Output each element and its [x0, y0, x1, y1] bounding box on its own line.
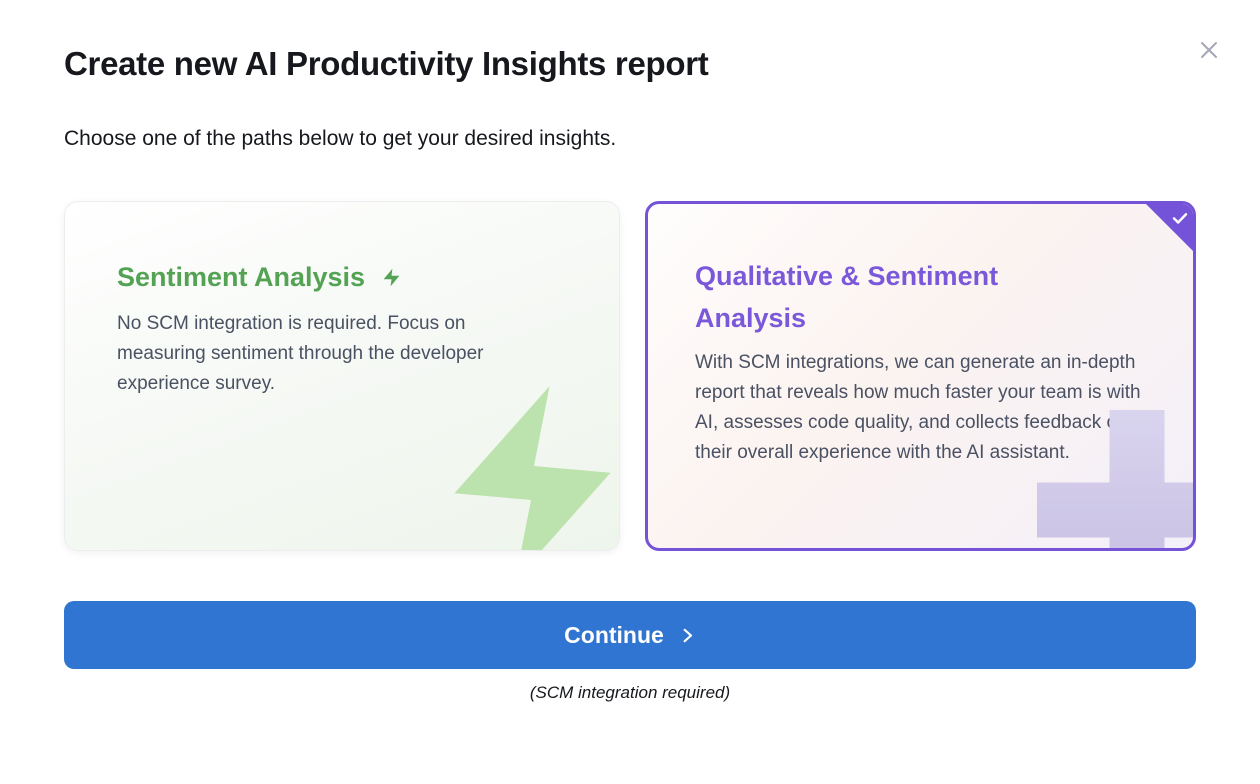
option-card-qualitative-sentiment-analysis[interactable]: Qualitative & Sentiment Analysis With SC…: [645, 201, 1196, 551]
page-title: Create new AI Productivity Insights repo…: [64, 45, 709, 82]
chevron-right-icon: [679, 627, 696, 644]
option-cards: Sentiment Analysis No SCM integration is…: [64, 201, 1196, 551]
close-button[interactable]: [1196, 37, 1222, 63]
option-title: Sentiment Analysis: [117, 256, 547, 300]
continue-button[interactable]: Continue: [64, 601, 1196, 669]
close-icon: [1197, 38, 1221, 62]
option-description: No SCM integration is required. Focus on…: [117, 313, 484, 394]
option-description: With SCM integrations, we can generate a…: [695, 352, 1141, 463]
check-icon: [1172, 213, 1188, 224]
continue-button-label: Continue: [564, 621, 664, 648]
selected-check-badge: [1145, 204, 1193, 252]
modal-subtitle: Choose one of the paths below to get you…: [64, 127, 617, 150]
option-card-sentiment-analysis[interactable]: Sentiment Analysis No SCM integration is…: [64, 201, 620, 551]
scm-required-footnote: (SCM integration required): [529, 683, 731, 702]
option-title: Qualitative & Sentiment Analysis: [695, 261, 999, 333]
lightning-bolt-icon: [381, 258, 402, 300]
option-title-text: Sentiment Analysis: [117, 262, 366, 292]
